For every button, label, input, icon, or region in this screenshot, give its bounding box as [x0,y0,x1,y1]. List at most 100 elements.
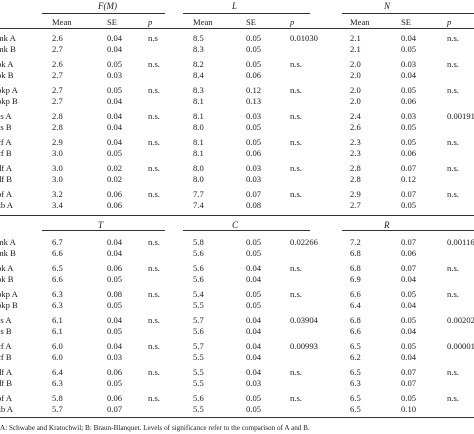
cell-se: 0.04 [401,300,417,310]
cell-se: 0.05 [107,85,123,95]
cell-mean: 7.7 [193,189,204,199]
cell-mean: 2.6 [52,59,63,69]
cell-se: 0.05 [246,59,262,69]
cell-p: n.s. [447,289,459,299]
cell-se: 0.05 [246,33,262,43]
cell-se: 0.02 [107,163,123,173]
column-header-mean: Mean [193,17,213,27]
cell-se: 0.04 [107,315,123,325]
cell-mean: 6.3 [350,378,361,388]
cell-mean: 6.5 [350,367,361,377]
cell-mean: 6.4 [52,367,63,377]
row-label: ss B [0,326,12,336]
row-label: zb A [0,404,13,414]
cell-mean: 2.7 [52,70,63,80]
cell-se: 0.06 [107,393,123,403]
row-label: pf A [0,189,13,199]
cell-se: 0.04 [246,326,262,336]
cell-mean: 8.1 [193,96,204,106]
cell-mean: 2.8 [52,122,63,132]
cell-p: n.s. [148,137,160,147]
cell-se: 0.05 [107,378,123,388]
variable-title: L [232,1,238,11]
cell-mean: 6.6 [350,289,361,299]
title-underline [42,13,165,14]
cell-p: n.s. [447,33,459,43]
row-label: okp B [0,96,18,106]
cell-mean: 2.0 [350,59,361,69]
row-label: df B [0,174,13,184]
cell-mean: 5.6 [193,248,204,258]
cell-se: 0.04 [246,274,262,284]
cell-se: 0.03 [246,378,262,388]
cell-se: 0.07 [401,367,417,377]
cell-p: n.s. [148,85,160,95]
cell-mean: 6.4 [350,300,361,310]
cell-se: 0.03 [246,163,262,173]
cell-mean: 2.0 [350,96,361,106]
cell-se: 0.05 [246,300,262,310]
cell-se: 0.06 [401,96,417,106]
cell-mean: 2.3 [350,137,361,147]
cell-se: 0.05 [401,137,417,147]
cell-se: 0.03 [107,352,123,362]
cell-mean: 2.6 [52,33,63,43]
cell-mean: 2.3 [350,148,361,158]
cell-se: 0.05 [246,137,262,147]
cell-se: 0.07 [246,189,262,199]
cell-mean: 8.0 [193,163,204,173]
cell-se: 0.05 [401,122,417,132]
cell-p: n.s. [148,289,160,299]
cell-mean: 6.5 [350,393,361,403]
cell-p: n.s. [447,85,459,95]
cell-mean: 6.6 [52,274,63,284]
cell-mean: 3.0 [52,148,63,158]
cell-se: 0.07 [401,263,417,273]
cell-p: n.s. [290,393,302,403]
cell-mean: 2.6 [350,122,361,132]
cell-mean: 2.7 [52,96,63,106]
cell-p: n.s. [148,367,160,377]
cell-mean: 7.2 [350,237,361,247]
cell-se: 0.10 [401,404,417,414]
cell-mean: 6.3 [52,289,63,299]
cell-mean: 5.7 [52,404,63,414]
cell-se: 0.05 [401,393,417,403]
cell-se: 0.04 [107,96,123,106]
cell-p: n.s. [148,163,160,173]
cell-se: 0.05 [401,85,417,95]
cell-p: n.s. [290,189,302,199]
title-underline [342,13,474,14]
cell-mean: 6.0 [52,341,63,351]
cell-mean: 5.8 [52,393,63,403]
cell-mean: 6.7 [52,237,63,247]
cell-p: n.s. [290,111,302,121]
cell-p: n.s. [148,315,160,325]
column-header-p: p [290,17,295,27]
cell-p: n.s. [290,163,302,173]
row-label: df A [0,163,13,173]
cell-p: n.s. [148,393,160,403]
cell-p: n.s. [148,189,160,199]
cell-se: 0.05 [401,44,417,54]
variable-title: T [98,220,104,230]
row-label: mk B [0,248,16,258]
cell-p: 0.01030 [290,33,318,43]
row-label: okp B [0,300,18,310]
cell-p: n.s. [447,163,459,173]
cell-mean: 5.6 [193,326,204,336]
cell-mean: 5.6 [193,274,204,284]
column-header-se: SE [401,17,412,27]
cell-se: 0.05 [401,289,417,299]
cell-se: 0.04 [246,367,262,377]
cell-se: 0.07 [401,189,417,199]
cell-mean: 6.8 [350,263,361,273]
cell-se: 0.05 [246,237,262,247]
cell-se: 0.04 [107,111,123,121]
cell-p: 0.00191 [447,111,474,121]
cell-mean: 2.8 [52,111,63,121]
cell-p: n.s. [290,289,302,299]
cell-p: n.s. [447,137,459,147]
table-rule [0,417,474,418]
cell-se: 0.04 [246,315,262,325]
